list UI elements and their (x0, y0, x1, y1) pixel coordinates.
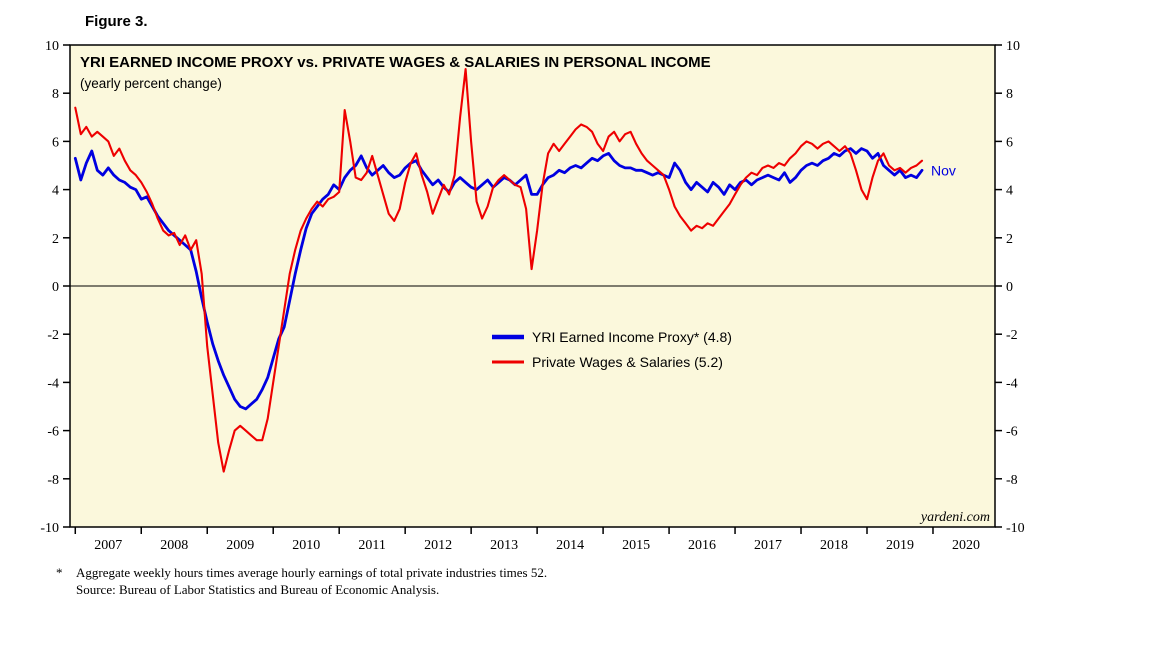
y-axis-label-left: -10 (40, 521, 59, 536)
y-axis-label-left: 2 (52, 232, 59, 247)
series-line-1 (74, 68, 924, 473)
y-axis-label-left: 0 (52, 280, 59, 295)
y-axis-label-left: 8 (52, 87, 59, 102)
axes: -10 -10 -8 -8 -6 -6 -4 -4 -2 -2 0 0 2 2 4 4 6 6 8 8 10 10 2007… (40, 39, 1024, 553)
chart-title: YRI EARNED INCOME PROXY vs. PRIVATE WAGE… (80, 54, 711, 71)
legend-label-yri-proxy: YRI Earned Income Proxy* (4.8) (532, 329, 732, 345)
y-axis-label-right: -10 (1006, 521, 1025, 536)
x-axis-label: 2016 (688, 538, 716, 553)
chart-subtitle: (yearly percent change) (80, 76, 222, 91)
x-axis-label: 2020 (952, 538, 980, 553)
y-axis-label-right: -6 (1006, 425, 1018, 440)
legend-label-private-wages: Private Wages & Salaries (5.2) (532, 354, 723, 370)
footnote-marker: * (56, 565, 63, 580)
y-axis-label-right: 6 (1006, 135, 1013, 150)
x-axis-label: 2007 (94, 538, 122, 553)
series-line-0 (73, 147, 924, 411)
y-axis-label-left: 10 (45, 39, 59, 54)
x-axis-label: 2010 (292, 538, 320, 553)
x-axis-label: 2012 (424, 538, 452, 553)
footnote-text: Aggregate weekly hours times average hou… (76, 565, 547, 580)
x-axis-label: 2017 (754, 538, 782, 553)
y-axis-label-left: -8 (47, 473, 59, 488)
y-axis-label-right: 4 (1006, 184, 1013, 199)
x-axis-label: 2008 (160, 538, 188, 553)
y-axis-label-left: 6 (52, 135, 59, 150)
y-axis-label-right: 0 (1006, 280, 1013, 295)
x-axis-label: 2009 (226, 538, 254, 553)
latest-month-annotation: Nov (931, 162, 956, 178)
legend: YRI Earned Income Proxy* (4.8) Private W… (492, 329, 732, 370)
brand-text: yardeni.com (919, 510, 990, 525)
y-axis-label-right: -4 (1006, 376, 1018, 391)
x-axis-label: 2013 (490, 538, 518, 553)
x-axis-label: 2015 (622, 538, 650, 553)
x-axis-label: 2011 (358, 538, 385, 553)
y-axis-label-left: -6 (47, 425, 59, 440)
y-axis-label-left: -2 (47, 328, 59, 343)
y-axis-label-right: 8 (1006, 87, 1013, 102)
series-lines (73, 68, 924, 473)
y-axis-label-right: 2 (1006, 232, 1013, 247)
x-axis-label: 2018 (820, 538, 848, 553)
x-axis-label: 2014 (556, 538, 584, 553)
y-axis-label-right: -2 (1006, 328, 1018, 343)
y-axis-label-right: 10 (1006, 39, 1020, 54)
x-axis-label: 2019 (886, 538, 914, 553)
y-axis-label-left: -4 (47, 376, 59, 391)
source-text: Source: Bureau of Labor Statistics and B… (76, 582, 439, 597)
y-axis-label-right: -8 (1006, 473, 1018, 488)
y-axis-label-left: 4 (52, 184, 59, 199)
figure-label: Figure 3. (85, 13, 148, 30)
